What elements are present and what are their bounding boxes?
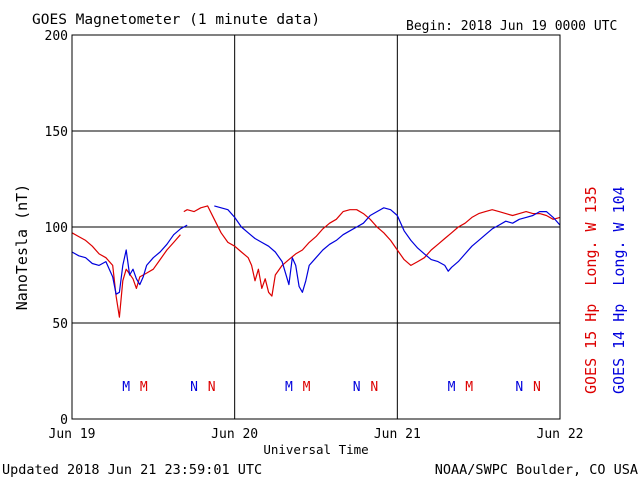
y-tick-label: 150: [45, 125, 68, 140]
x-tick-label: Jun 20: [211, 427, 258, 442]
y-tick-label: 100: [45, 221, 68, 236]
begin-time-label: Begin: 2018 Jun 19 0000 UTC: [406, 19, 617, 34]
updated-timestamp: Updated 2018 Jun 21 23:59:01 UTC: [2, 462, 262, 478]
event-marker-n: N: [190, 380, 198, 395]
event-marker-m: M: [122, 380, 130, 395]
event-marker-m: M: [285, 380, 293, 395]
y-axis-label: NanoTesla (nT): [13, 184, 31, 310]
x-axis-label: Universal Time: [263, 442, 368, 457]
event-marker-n: N: [208, 380, 216, 395]
event-marker-n: N: [353, 380, 361, 395]
event-marker-n: N: [533, 380, 541, 395]
series-line-goes15: [71, 205, 561, 318]
x-tick-label: Jun 22: [537, 427, 584, 442]
event-marker-m: M: [465, 380, 473, 395]
y-tick-label: 50: [52, 317, 68, 332]
legend-goes14: GOES 14 Hp Long. W 104: [610, 186, 628, 394]
legend-goes15: GOES 15 Hp Long. W 135: [582, 186, 600, 394]
credit-label: NOAA/SWPC Boulder, CO USA: [435, 462, 638, 478]
x-tick-label: Jun 19: [49, 427, 96, 442]
plot-frame: [71, 34, 561, 420]
y-tick-label: 0: [60, 413, 68, 428]
event-marker-m: M: [448, 380, 456, 395]
y-tick-label: 200: [45, 29, 68, 44]
chart-title: GOES Magnetometer (1 minute data): [32, 12, 320, 28]
event-marker-n: N: [370, 380, 378, 395]
y-axis-tick-labels: 0 50 100 150 200: [45, 29, 68, 428]
event-marker-m: M: [140, 380, 148, 395]
event-marker-m: M: [303, 380, 311, 395]
series-line-goes14: [71, 205, 561, 295]
event-marker-n: N: [515, 380, 523, 395]
x-tick-label: Jun 21: [374, 427, 421, 442]
x-axis-tick-labels: Jun 19 Jun 20 Jun 21 Jun 22: [49, 427, 584, 442]
data-series: [71, 205, 561, 318]
